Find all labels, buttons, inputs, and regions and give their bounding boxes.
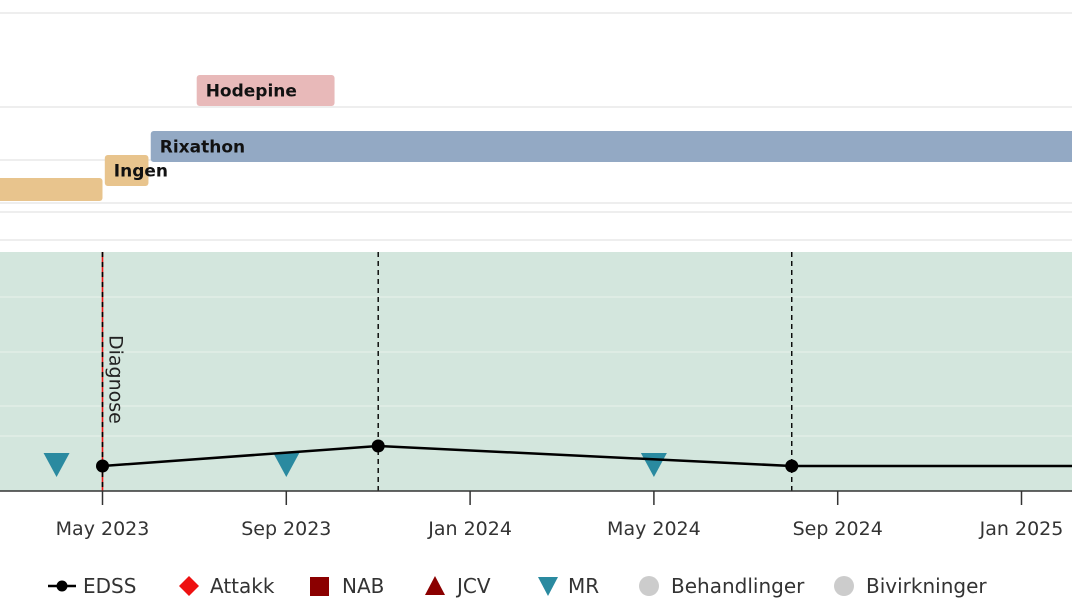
bar-rixathon[interactable]: [150, 131, 1072, 162]
edss-point[interactable]: [371, 439, 385, 453]
legend-symbol-circle: [834, 576, 854, 596]
edss-panel-background: [0, 252, 1072, 491]
legend-item-edss[interactable]: EDSS: [48, 574, 136, 598]
legend-label-mr: MR: [568, 574, 599, 598]
legend-symbol-square: [310, 577, 329, 596]
legend-label-nab: NAB: [342, 574, 384, 598]
upper-gridlines: [0, 12, 1072, 241]
bar-label-ingen: Ingen: [114, 162, 168, 182]
edss-line: [102, 444, 1072, 468]
treatment-bars: Hodepine Rixathon Ingen: [0, 75, 1072, 201]
legend-symbol-triangle-up: [425, 576, 445, 595]
legend-symbol-triangle-down: [538, 577, 558, 596]
event-lines: Diagnose: [101, 252, 793, 491]
diagnose-label: Diagnose: [105, 335, 127, 424]
mr-marker[interactable]: [273, 453, 300, 477]
x-axis-ticks: May 2023 Sep 2023 Jan 2024 May 2024 Sep 2024…: [56, 491, 1064, 540]
bar-ingen[interactable]: [104, 155, 149, 186]
bar-label-hodepine: Hodepine: [206, 82, 297, 102]
legend-symbol-circle: [639, 576, 659, 596]
legend-item-behandlinger[interactable]: Behandlinger: [639, 574, 805, 598]
legend-item-mr[interactable]: MR: [538, 574, 599, 598]
x-tick-label: Jan 2024: [427, 518, 512, 540]
legend-symbol-diamond: [179, 576, 199, 596]
lower-gridlines: [0, 296, 1072, 437]
bar-label-rixathon: Rixathon: [160, 138, 245, 158]
mr-marker[interactable]: [43, 453, 70, 477]
legend-label-bivirkninger: Bivirkninger: [866, 574, 987, 598]
legend-item-nab[interactable]: NAB: [310, 574, 384, 598]
bar-hodepine[interactable]: [196, 75, 335, 106]
x-tick-label: Jan 2025: [979, 518, 1064, 540]
bar-early-treatment[interactable]: [0, 178, 103, 201]
legend-item-attakk[interactable]: Attakk: [179, 574, 275, 598]
legend-item-bivirkninger[interactable]: Bivirkninger: [834, 574, 987, 598]
legend: EDSS Attakk NAB JCV MR Behandlinger Bivirkning…: [48, 574, 987, 598]
legend-label-jcv: JCV: [455, 574, 491, 598]
edss-point[interactable]: [96, 459, 109, 473]
x-tick-label: May 2024: [607, 518, 701, 540]
edss-point[interactable]: [785, 459, 799, 473]
x-tick-label: Sep 2024: [793, 518, 883, 540]
legend-symbol-dot: [56, 580, 68, 592]
legend-label-behandlinger: Behandlinger: [671, 574, 805, 598]
x-tick-label: Sep 2023: [241, 518, 331, 540]
legend-label-attakk: Attakk: [210, 574, 275, 598]
legend-item-jcv[interactable]: JCV: [425, 574, 491, 598]
legend-label-edss: EDSS: [83, 574, 136, 598]
edss-series: [96, 439, 1072, 473]
x-tick-label: May 2023: [56, 518, 150, 540]
